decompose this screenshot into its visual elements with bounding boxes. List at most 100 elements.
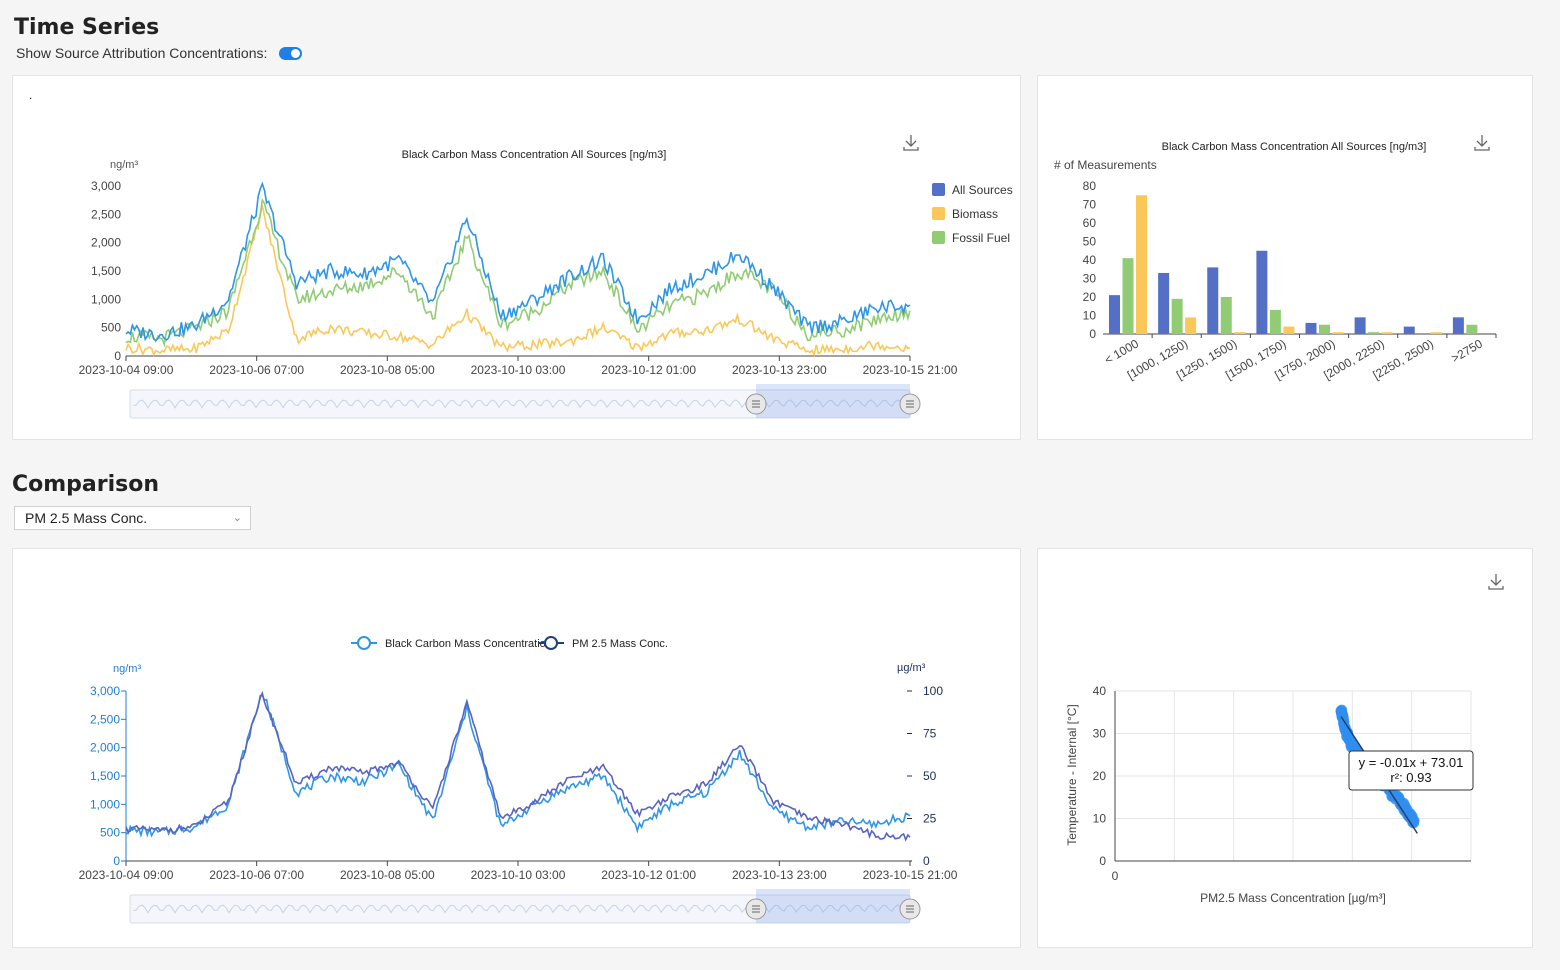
download-icon[interactable] — [1474, 135, 1490, 151]
bar-all-sources — [1354, 317, 1366, 334]
bar-fossil-fuel — [1466, 324, 1478, 334]
y-axis-label: Temperature - Internal [°C] — [1065, 704, 1079, 846]
x-tick-label: 2023-10-12 01:00 — [601, 868, 696, 882]
bar-biomass — [1234, 332, 1246, 334]
x-tick-label: 2023-10-12 01:00 — [601, 363, 696, 377]
y-tick-label: 2,000 — [91, 236, 121, 250]
x-tick-label: < 1000 — [1102, 336, 1141, 367]
x-tick-label: 2023-10-10 03:00 — [471, 868, 566, 882]
bar-biomass — [1430, 332, 1442, 334]
slider-preview-line — [132, 904, 905, 914]
bar-fossil-fuel — [1269, 309, 1281, 334]
y-tick-label: 20 — [1093, 769, 1107, 783]
legend-item[interactable]: PM 2.5 Mass Conc. — [538, 636, 668, 650]
bar-all-sources — [1109, 295, 1120, 334]
y-tick-label: 10 — [1093, 812, 1107, 826]
y-tick-label: 30 — [1083, 272, 1097, 286]
comparison-panel: Black Carbon Mass Concentration PM 2.5 Ma… — [12, 548, 1021, 948]
x-tick-label: 2023-10-06 07:00 — [209, 363, 304, 377]
time-series-panel: . Black Carbon Mass Concentration All So… — [12, 75, 1021, 440]
scatter-point — [1408, 815, 1420, 827]
histogram-panel: Black Carbon Mass Concentration All Sour… — [1037, 75, 1533, 440]
x-tick-label: 2023-10-13 23:00 — [732, 868, 827, 882]
y-tick-label: 1,000 — [91, 292, 121, 306]
legend-item[interactable]: Black Carbon Mass Concentration — [351, 636, 552, 650]
y-left-tick-label: 2,000 — [90, 741, 120, 755]
bar-biomass — [1185, 317, 1197, 334]
scatter-panel: 0 10 20 30 40 0 PM2.5 Mass Concentration [µg/m… — [1037, 548, 1533, 948]
legend-item[interactable]: Biomass — [932, 207, 998, 221]
comparison-title: Comparison — [12, 472, 160, 497]
scatter-chart: 0 10 20 30 40 0 PM2.5 Mass Concentration [µg/m… — [1065, 574, 1504, 905]
slider-handle-right[interactable] — [899, 393, 921, 415]
slider-handle-grip — [752, 400, 760, 408]
download-icon-glyph — [1474, 135, 1490, 151]
histogram-chart: Black Carbon Mass Concentration All Sour… — [1054, 135, 1497, 382]
download-icon-glyph — [903, 135, 919, 151]
y-tick-label: 30 — [1093, 727, 1107, 741]
y-tick-label: 80 — [1083, 179, 1097, 193]
chart-title: Black Carbon Mass Concentration All Sour… — [1162, 141, 1427, 153]
bar-all-sources — [1158, 272, 1170, 334]
datazoom-slider[interactable] — [129, 384, 921, 419]
datazoom-slider[interactable] — [129, 889, 921, 924]
slider-handle-right[interactable] — [899, 898, 921, 920]
series-line-black-carbon — [125, 694, 911, 838]
comparison-select-value: PM 2.5 Mass Conc. — [25, 510, 148, 526]
download-icon[interactable] — [1488, 574, 1504, 590]
y-left-tick-label: 0 — [113, 854, 120, 868]
x-tick-label: 2023-10-08 05:00 — [340, 868, 435, 882]
y-right-tick-label: 75 — [923, 727, 937, 741]
slider-handle-left[interactable] — [745, 898, 767, 920]
time-series-title: Time Series — [14, 15, 160, 40]
legend-label: All Sources — [952, 183, 1013, 197]
legend-item[interactable]: All Sources — [932, 183, 1013, 197]
source-attribution-label: Show Source Attribution Concentrations: — [16, 45, 268, 61]
y-tick-label: 40 — [1083, 253, 1097, 267]
x-tick-label: 2023-10-10 03:00 — [471, 363, 566, 377]
slider-handle-left[interactable] — [745, 393, 767, 415]
legend-marker — [544, 636, 558, 650]
y-tick-label: 40 — [1093, 684, 1107, 698]
slider-preview-line — [132, 399, 905, 409]
y-axis-label: # of Measurements — [1054, 158, 1157, 172]
slider-handle-grip — [752, 905, 760, 913]
legend-swatch — [932, 231, 945, 244]
y-tick-label: 10 — [1083, 309, 1097, 323]
series-line-pm25 — [125, 690, 911, 842]
y-tick-label: 3,000 — [91, 179, 121, 193]
legend-label: Black Carbon Mass Concentration — [385, 638, 552, 650]
bar-fossil-fuel — [1319, 324, 1330, 334]
download-icon-glyph — [1488, 574, 1504, 590]
legend-marker — [357, 636, 371, 650]
download-icon[interactable] — [903, 135, 919, 151]
y-right-tick-label: 50 — [923, 769, 937, 783]
legend-swatch — [932, 207, 945, 220]
source-attribution-toggle[interactable] — [279, 46, 303, 60]
slider-handle-grip — [906, 905, 914, 913]
y-left-tick-label: 3,000 — [90, 684, 120, 698]
panel-marker: . — [29, 88, 33, 102]
y-tick-label: 50 — [1083, 235, 1097, 249]
x-tick-label: 2023-10-06 07:00 — [209, 868, 304, 882]
chart-legend: Black Carbon Mass Concentration PM 2.5 Ma… — [351, 636, 668, 650]
chart-title: Black Carbon Mass Concentration All Sour… — [402, 149, 667, 161]
bar-all-sources — [1305, 322, 1317, 334]
bar-all-sources — [1256, 250, 1268, 334]
y-left-tick-label: 1,000 — [90, 797, 120, 811]
x-tick-label: 2023-10-04 09:00 — [79, 363, 174, 377]
bar-all-sources — [1207, 267, 1219, 334]
y-right-tick-label: 25 — [923, 812, 937, 826]
x-axis-label: PM2.5 Mass Concentration [µg/m³] — [1200, 891, 1386, 905]
fit-r-squared: r²: 0.93 — [1390, 770, 1431, 785]
y-axis-unit: ng/m³ — [110, 159, 138, 171]
legend-item[interactable]: Fossil Fuel — [932, 231, 1010, 245]
comparison-select[interactable]: PM 2.5 Mass Conc. ⌄ — [14, 506, 251, 530]
y-right-tick-label: 100 — [923, 684, 943, 698]
y-tick-label: 0 — [114, 349, 121, 363]
x-tick-label: 2023-10-13 23:00 — [732, 363, 827, 377]
legend-swatch — [932, 183, 945, 196]
bar-biomass — [1332, 332, 1344, 334]
bar-biomass — [1136, 195, 1147, 334]
legend-label: PM 2.5 Mass Conc. — [572, 638, 668, 650]
